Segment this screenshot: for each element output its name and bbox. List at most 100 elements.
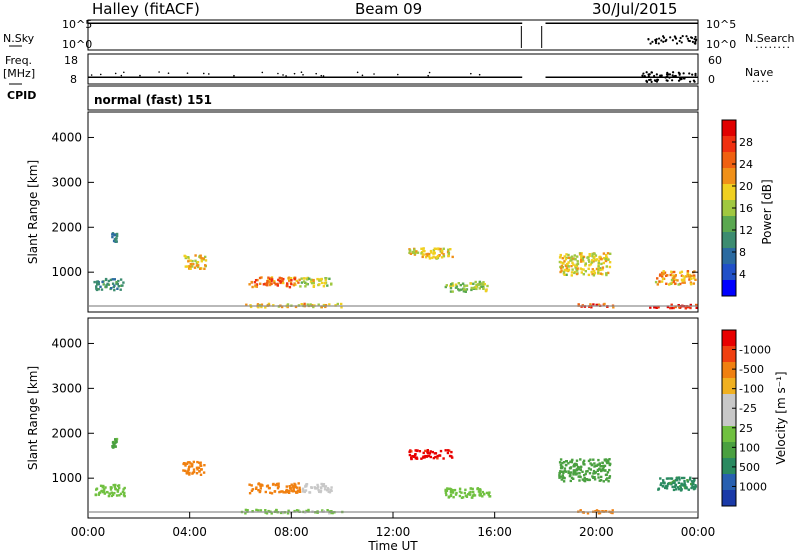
- range-cell: [563, 273, 566, 276]
- range-cell: [597, 458, 600, 462]
- range-cell: [669, 273, 672, 277]
- range-cell: [186, 265, 189, 268]
- range-cell: [592, 260, 595, 263]
- range-cell: [295, 279, 298, 283]
- range-cell: [589, 468, 592, 471]
- colorbar-tick-label: 100: [739, 441, 760, 454]
- range-cell: [293, 282, 296, 285]
- range-cell: [685, 275, 688, 278]
- range-cell: [413, 453, 417, 457]
- range-cell: [447, 251, 451, 254]
- range-cell: [286, 282, 289, 285]
- range-cell: [268, 279, 272, 282]
- colorbar-swatch: [722, 232, 736, 249]
- xtick-label: 12:00: [376, 525, 411, 539]
- range-cell: [323, 488, 327, 491]
- range-cell: [579, 466, 582, 469]
- range-cell: [316, 483, 319, 487]
- range-cell: [432, 252, 435, 255]
- range-cell: [670, 303, 673, 306]
- range-cell: [578, 475, 581, 478]
- range-cell: [121, 490, 125, 494]
- nave-point: [650, 80, 653, 83]
- range-cell: [434, 452, 438, 455]
- range-cell: [607, 480, 610, 483]
- range-cell: [454, 493, 458, 496]
- range-cell: [458, 490, 462, 493]
- nsearch-point: [686, 37, 689, 40]
- range-cell: [570, 264, 573, 268]
- freq-point: [186, 72, 189, 74]
- nsearch-point: [655, 38, 658, 41]
- range-cell: [561, 470, 565, 473]
- range-cell: [290, 282, 293, 286]
- range-cell: [472, 490, 475, 494]
- range-cell: [565, 273, 568, 276]
- range-cell: [429, 450, 432, 453]
- range-cell: [453, 488, 457, 492]
- range-cell: [257, 509, 260, 512]
- range-cell: [292, 284, 296, 287]
- range-cell: [312, 281, 315, 284]
- range-cell: [270, 279, 273, 283]
- range-cell: [296, 489, 300, 492]
- range-cell: [259, 509, 263, 512]
- range-cell: [203, 464, 206, 467]
- range-cell: [244, 512, 247, 515]
- range-cell: [675, 488, 678, 491]
- range-cell: [670, 270, 673, 273]
- range-cell: [597, 271, 600, 274]
- range-cell: [567, 265, 570, 268]
- range-cell: [587, 273, 591, 277]
- range-cell: [418, 450, 422, 453]
- range-cell: [673, 270, 676, 274]
- range-cell: [288, 279, 291, 282]
- range-cell: [191, 259, 194, 263]
- colorbar-swatch: [722, 184, 736, 201]
- range-cell: [602, 261, 605, 265]
- range-cell: [595, 258, 599, 261]
- range-cell: [603, 464, 607, 468]
- range-cell: [196, 468, 199, 471]
- nsearch-point: [679, 36, 682, 40]
- range-cell: [416, 251, 420, 254]
- range-cell: [446, 449, 450, 452]
- colorbar-frame: [721, 329, 737, 507]
- range-cell: [187, 468, 190, 472]
- range-cell: [412, 455, 416, 458]
- range-cell: [440, 256, 444, 259]
- range-cell: [114, 440, 118, 444]
- range-cell: [428, 252, 431, 256]
- range-cell: [558, 476, 561, 479]
- range-cell: [570, 255, 574, 258]
- range-cell: [474, 285, 477, 289]
- range-cell: [609, 252, 612, 255]
- nsearch-label: N.Search: [745, 32, 795, 45]
- range-cell: [416, 449, 419, 452]
- range-cell: [597, 261, 600, 265]
- velocity-background: [88, 318, 698, 518]
- noise-panel: 10^5 10^0 10^5 10^0: [62, 18, 736, 51]
- xtick-label: 04:00: [172, 525, 207, 539]
- range-cell: [115, 437, 119, 441]
- range-cell: [408, 249, 412, 252]
- range-cell: [469, 282, 473, 285]
- range-cell: [117, 279, 120, 283]
- range-cell: [593, 462, 596, 465]
- freq-point: [315, 72, 317, 75]
- range-cell: [199, 267, 202, 270]
- range-cell: [690, 482, 693, 486]
- freq-point: [322, 75, 325, 77]
- range-cell: [319, 278, 322, 281]
- range-cell: [436, 256, 440, 260]
- nave-point: [691, 73, 694, 76]
- colorbar-tick-label: 25: [739, 422, 753, 435]
- range-cell: [426, 252, 429, 256]
- range-cell: [570, 271, 574, 274]
- range-cell: [449, 290, 453, 293]
- range-cell: [251, 285, 254, 289]
- range-cell: [569, 471, 573, 474]
- freq-label: Freq.: [5, 54, 33, 67]
- range-cell: [582, 260, 585, 263]
- range-cell: [442, 457, 445, 460]
